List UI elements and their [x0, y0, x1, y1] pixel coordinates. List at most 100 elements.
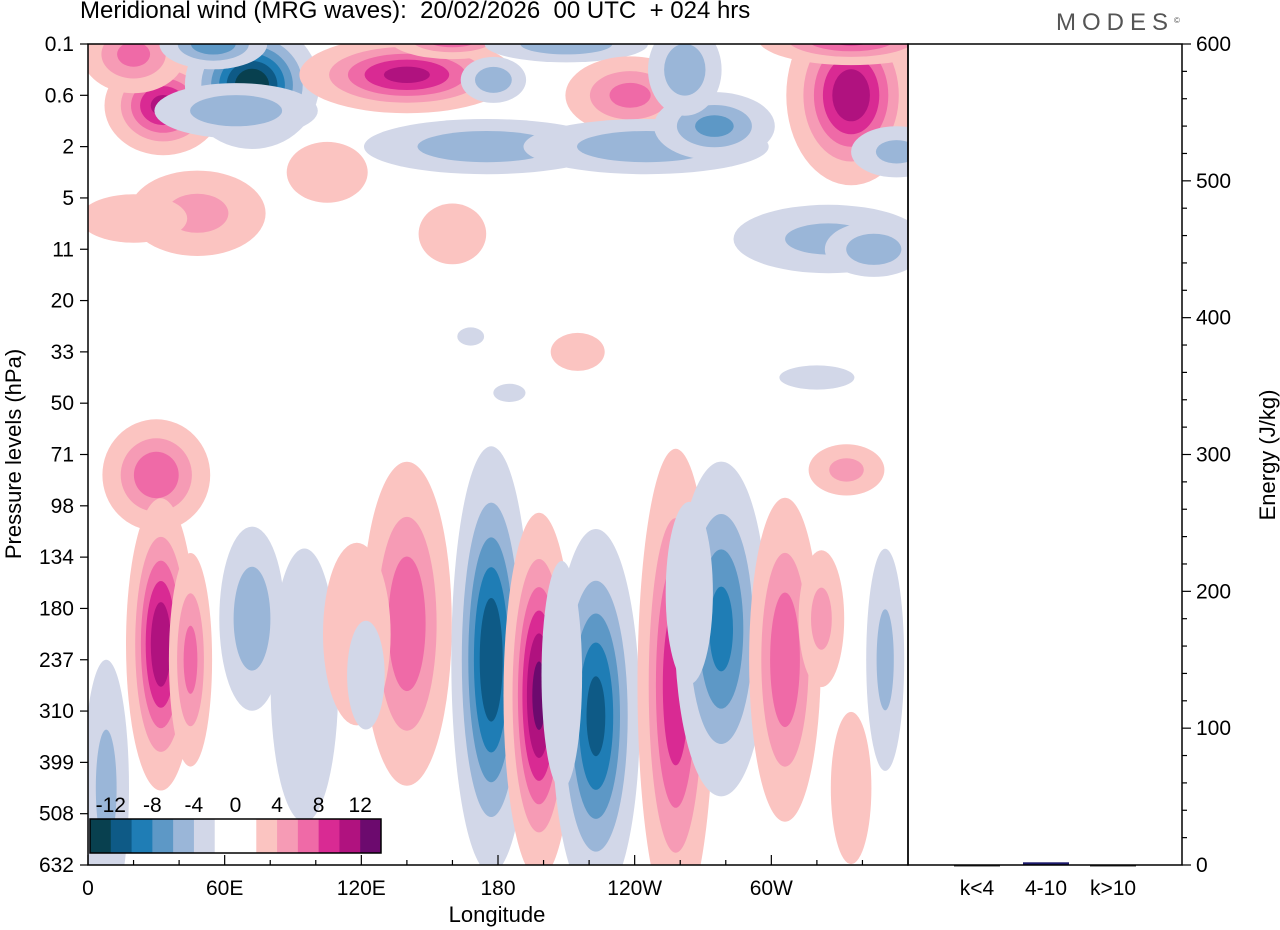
contour-level — [875, 140, 908, 164]
contour-level — [347, 620, 385, 730]
brand-mark: © — [1174, 16, 1180, 25]
contour-level — [520, 44, 613, 55]
contour-level — [383, 66, 430, 84]
longitude-label: 120W — [607, 877, 662, 900]
energy-label: 0 — [1196, 854, 1208, 877]
energy-label: 200 — [1196, 580, 1231, 603]
contour-level — [286, 141, 368, 203]
contour-level — [695, 115, 734, 137]
longitude-label: 120E — [337, 877, 386, 900]
energy-label: 100 — [1196, 717, 1231, 740]
pressure-label: 399 — [39, 751, 74, 774]
pressure-label: 20 — [51, 290, 74, 313]
brand-logo: MODES© — [1056, 10, 1180, 36]
contour-level — [418, 203, 487, 265]
colorbar-label: 8 — [313, 794, 325, 817]
contour-level — [609, 82, 651, 108]
wavenumber-label: 4-10 — [1025, 877, 1067, 900]
contour-level — [475, 66, 512, 93]
colorbar-swatch — [235, 819, 257, 853]
contour-level — [150, 602, 171, 687]
wind-anomaly — [286, 141, 368, 203]
wind-anomaly — [168, 553, 213, 767]
colorbar-swatch — [297, 819, 320, 853]
contour-level — [586, 676, 606, 757]
contour-level — [414, 44, 491, 53]
pressure-label: 0.1 — [45, 33, 74, 56]
energy-label: 600 — [1196, 33, 1231, 56]
pressure-label: 134 — [39, 546, 74, 569]
longitude-label: 60W — [750, 877, 793, 900]
contour-level — [541, 561, 583, 790]
contour-level — [810, 44, 892, 52]
colorbar-swatch — [318, 819, 340, 853]
wind-anomaly — [451, 446, 532, 865]
wind-anomaly — [362, 461, 452, 786]
wind-anomaly — [824, 221, 908, 277]
energy-label: 500 — [1196, 170, 1231, 193]
pressure-label: 33 — [51, 341, 74, 364]
wind-anomaly — [102, 419, 211, 531]
wind-anomaly — [851, 126, 908, 178]
contour-level — [811, 587, 832, 650]
colorbar-swatch — [152, 819, 174, 853]
contour-level — [233, 566, 271, 671]
wind-anomaly — [457, 327, 485, 346]
pressure-label: 11 — [52, 238, 74, 261]
contour-level — [183, 625, 198, 694]
contour-level — [95, 729, 117, 847]
wind-anomaly — [760, 44, 908, 66]
colorbar-label: -4 — [185, 794, 204, 817]
energy-panel: 0 100 200 300 400 500 600 k<4 4-10 k>10 — [954, 33, 1231, 900]
colorbar-border — [89, 818, 382, 854]
colorbar-label: 0 — [230, 794, 242, 817]
colorbar-swatch — [90, 819, 112, 853]
contour-level — [770, 592, 800, 728]
contour-level — [88, 194, 188, 243]
contour-level — [457, 327, 485, 346]
contour-level — [789, 44, 908, 57]
colorbar: -12 -8 -4 0 4 8 12 — [89, 794, 382, 854]
contour-level — [479, 598, 503, 722]
contour-level — [493, 383, 526, 402]
wind-anomaly — [299, 44, 515, 114]
brand-name: MODES — [1056, 9, 1175, 36]
contour-level — [550, 332, 605, 371]
wind-anomaly — [159, 44, 268, 70]
colorbar-label: -8 — [143, 794, 162, 817]
wind-anomaly — [270, 548, 339, 823]
pressure-label: 0.6 — [45, 84, 74, 107]
wind-anomaly — [418, 203, 487, 265]
wind-anomaly — [798, 550, 845, 688]
contour-level — [417, 131, 556, 163]
colorbar-swatch — [339, 819, 361, 853]
pressure-label: 5 — [62, 187, 74, 210]
longitude-label: 180 — [480, 877, 515, 900]
colorbar-swatch — [277, 819, 299, 853]
contour-level — [665, 501, 713, 685]
energy-axis-label: Energy (J/kg) — [1255, 390, 1280, 521]
contour-level — [709, 586, 733, 672]
contour-level — [832, 69, 870, 122]
wind-anomaly — [808, 444, 885, 496]
pressure-label: 98 — [51, 495, 74, 518]
wind-anomaly — [88, 659, 129, 865]
wind-anomaly — [88, 194, 188, 243]
energy-frame — [907, 43, 1183, 866]
colorbar-label: 12 — [349, 794, 372, 817]
pressure-label: 237 — [39, 649, 74, 672]
wind-anomaly — [154, 83, 318, 139]
wind-anomaly — [866, 548, 905, 771]
wavenumber-label: k<4 — [960, 877, 995, 900]
chart-title: Meridional wind (MRG waves): 20/02/2026 … — [80, 0, 751, 24]
wind-anomaly — [665, 501, 713, 685]
wind-anomaly — [460, 56, 527, 103]
wind-anomaly — [654, 92, 775, 161]
wind-anomaly — [749, 497, 821, 822]
colorbar-swatch — [256, 819, 278, 853]
y-axis-label: Pressure levels (hPa) — [1, 349, 26, 559]
wind-anomaly — [550, 332, 605, 371]
pressure-label: 71 — [51, 444, 74, 467]
colorbar-swatch — [173, 819, 195, 853]
